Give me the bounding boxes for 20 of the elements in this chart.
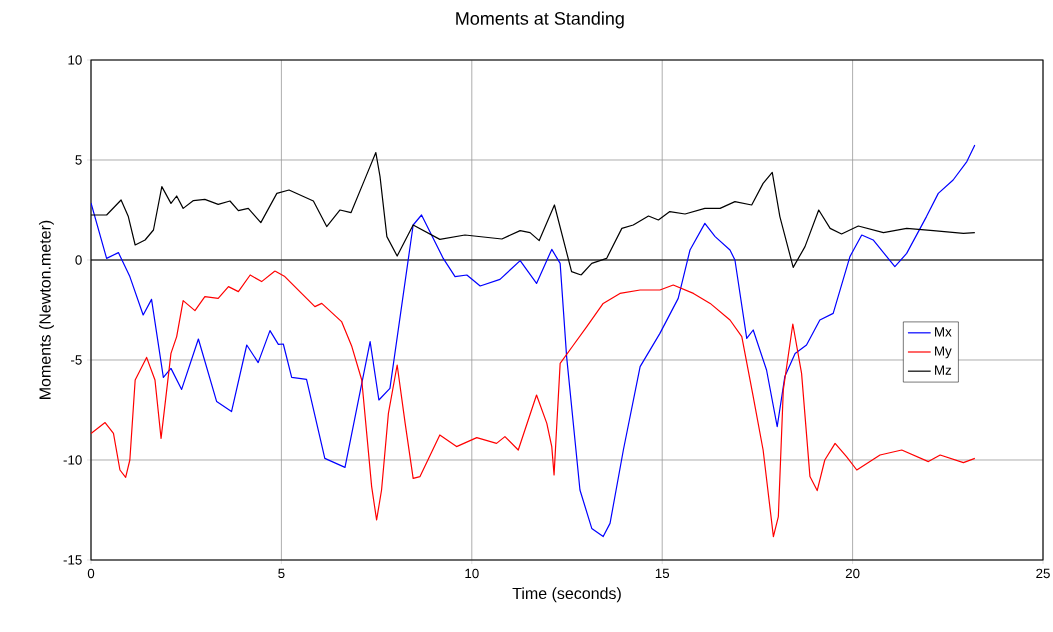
y-tick-label: 10: [68, 55, 82, 65]
x-tick-label: 0: [87, 568, 95, 579]
x-tick-label: 10: [465, 568, 479, 579]
x-tick-label: 5: [278, 568, 285, 579]
y-tick-label: -15: [63, 555, 82, 565]
chart-title: Moments at Standing: [456, 11, 624, 29]
x-axis-title: Time (seconds): [512, 587, 621, 603]
line-series: [91, 144, 976, 538]
legend-label: Mz: [935, 365, 952, 375]
y-tick-label: 0: [75, 255, 82, 265]
y-tick-label: -10: [63, 455, 82, 465]
y-tick-label: -5: [71, 355, 82, 365]
legend-label: My: [935, 346, 952, 359]
x-tick-label: 25: [1036, 568, 1050, 579]
y-axis-title: Moments (Newton.meter): [38, 220, 54, 399]
legend-label: Mx: [935, 327, 952, 337]
x-tick-label: 20: [845, 568, 860, 579]
y-tick-label: 5: [75, 155, 82, 165]
x-tick-label: 15: [655, 568, 670, 579]
line-series: [91, 270, 976, 538]
